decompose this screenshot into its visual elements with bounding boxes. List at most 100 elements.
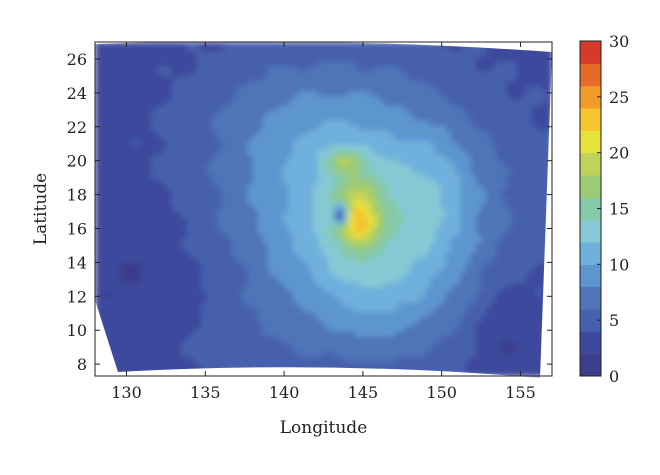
field-cell [521,189,528,195]
field-cell [191,258,198,264]
field-cell [430,277,436,284]
field-cell [221,213,228,220]
field-cell [541,76,548,82]
field-cell [470,272,477,279]
field-cell [419,228,426,235]
field-cell [460,56,467,63]
field-cell [186,189,193,195]
field-cell [308,91,314,97]
field-cell [262,277,269,284]
field-cell [267,174,274,181]
field-cell [475,140,482,146]
field-cell [115,213,121,220]
field-cell [394,218,401,225]
field-cell [303,218,309,225]
field-cell [176,302,182,308]
field-cell [287,61,294,68]
field-cell [140,213,147,220]
field-cell [282,76,289,82]
field-cell [353,263,360,269]
field-cell [470,287,477,294]
field-cell [328,253,335,259]
field-cell [161,145,167,151]
field-cell [287,71,294,77]
field-cell [501,154,507,161]
field-cell [399,184,406,190]
field-cell [409,86,416,92]
field-cell [95,105,101,112]
field-cell [110,86,116,92]
field-cell [166,312,172,318]
field-cell [430,81,436,87]
field-cell [480,66,487,73]
field-cell [445,76,452,82]
field-cell [247,282,254,289]
field-cell [267,204,274,210]
field-cell [440,282,446,289]
field-cell [171,223,177,230]
field-cell [262,81,269,87]
field-cell [247,81,254,87]
field-cell [282,115,289,122]
field-cell [364,204,370,210]
field-cell [201,204,208,210]
field-cell [511,292,518,299]
field-cell [389,253,396,259]
field-cell [394,179,401,186]
field-cell [364,159,370,166]
field-cell [399,125,406,132]
field-cell [115,169,121,176]
field-cell [323,81,330,87]
field-cell [145,42,152,48]
field-cell [293,287,299,294]
field-cell [409,76,416,82]
field-cell [130,248,137,254]
field-cell [409,307,416,313]
field-cell [282,312,289,318]
field-cell [516,115,523,122]
field-cell [277,96,284,102]
field-cell [95,66,101,73]
field-cell [475,238,482,244]
field-cell [257,61,264,68]
field-cell [460,282,467,289]
field-cell [480,248,487,254]
field-cell [333,282,340,289]
field-cell [277,164,284,171]
field-cell [186,267,193,274]
field-cell [323,135,330,141]
field-cell [211,267,218,274]
field-cell [95,145,101,151]
field-cell [176,194,182,200]
field-cell [379,307,386,313]
field-cell [491,248,497,254]
field-cell [419,140,426,146]
field-cell [338,282,345,289]
field-cell [399,115,406,122]
field-cell [221,120,228,127]
field-cell [475,61,482,68]
field-cell [216,263,223,269]
field-cell [536,154,543,161]
field-cell [353,307,360,313]
field-cell [227,218,233,225]
field-cell [526,243,533,249]
field-cell [267,199,274,205]
field-cell [450,287,457,294]
field-cell [445,81,452,87]
field-cell [140,194,147,200]
field-cell [181,228,187,235]
field-cell [541,61,548,68]
field-cell [211,174,218,181]
field-cell [506,263,512,269]
field-cell [237,81,243,87]
field-cell [110,223,116,230]
field-cell [419,223,426,230]
field-cell [343,96,350,102]
field-cell [293,125,299,132]
field-cell [247,135,254,141]
field-cell [414,238,421,244]
field-cell [343,76,350,82]
field-cell [282,86,289,92]
